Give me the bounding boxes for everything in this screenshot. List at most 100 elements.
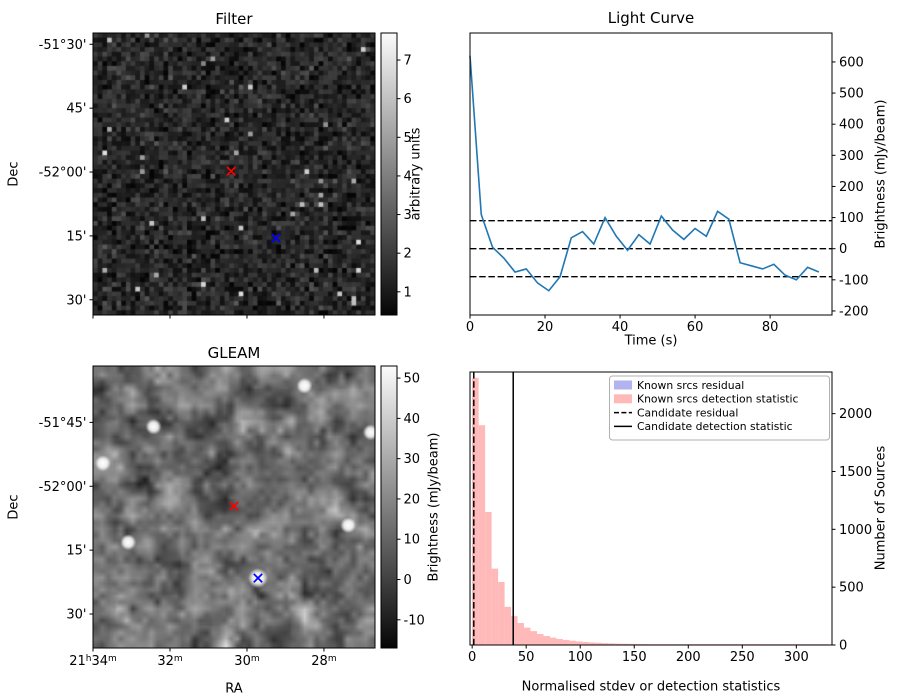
dec-tick-label: -51°30' — [39, 38, 87, 53]
gleam-ylabel: Dec — [6, 494, 22, 520]
detection-stat-histogram-bar — [640, 644, 648, 645]
stat-tick-label: 50 — [518, 650, 535, 665]
detection-stat-histogram-bar — [608, 643, 615, 645]
detection-stat-histogram-bar — [595, 642, 602, 645]
filter-colorbar — [381, 33, 397, 315]
detection-stat-histogram-bar — [725, 644, 732, 645]
gleam-colorbar-tick-label: 30 — [404, 452, 421, 467]
gleam-colorbar-label: Brightness (mJy/beam) — [426, 432, 442, 582]
brightness-tick-label: 0 — [839, 242, 847, 257]
detection-stat-histogram-bar — [472, 377, 479, 645]
time-tick-label: 60 — [687, 320, 704, 335]
legend-label: Known srcs residual — [637, 379, 744, 392]
detection-stat-histogram-bar — [809, 644, 816, 645]
detection-stat-histogram-bar — [776, 644, 784, 645]
detection-stat-histogram-bar — [588, 642, 596, 645]
time-tick-label: 20 — [537, 320, 554, 335]
detection-stat-histogram-bar — [569, 640, 576, 645]
dec-tick-label: 30' — [66, 608, 86, 623]
detection-stat-histogram-bar — [562, 639, 570, 645]
detection-stat-histogram-bar — [634, 643, 641, 645]
detection-stat-histogram-bar — [504, 606, 512, 645]
detection-stat-histogram-bar — [686, 644, 693, 645]
ra-tick-label: 28m — [311, 654, 336, 669]
count-tick-label: 500 — [839, 581, 864, 596]
histogram-ylabel: Number of Sources — [873, 445, 889, 571]
gleam-sky-image — [93, 366, 375, 648]
detection-stat-histogram-bar — [712, 644, 719, 645]
brightness-tick-label: 400 — [839, 118, 864, 133]
detection-stat-histogram-bar — [524, 627, 531, 645]
detection-stat-histogram-bar — [627, 643, 635, 645]
histogram-axes-frame — [469, 371, 833, 646]
detection-stat-histogram-bar — [815, 644, 823, 645]
detection-stat-histogram-bar — [511, 616, 518, 645]
detection-stat-histogram-bar — [718, 644, 726, 645]
time-tick-label: 0 — [466, 320, 474, 335]
filter-ylabel: Dec — [6, 161, 22, 187]
stat-tick-label: 300 — [784, 650, 809, 665]
gleam-colorbar-tick-label: 50 — [404, 372, 421, 387]
detection-stat-histogram-bar — [783, 644, 790, 645]
light-curve-line — [469, 55, 820, 292]
filter-noise-image — [93, 33, 375, 315]
detection-stat-histogram-bar — [536, 634, 544, 645]
gleam-colorbar — [381, 366, 397, 648]
count-tick-label: 2000 — [839, 407, 872, 422]
gleam-xlabel: RA — [225, 681, 243, 697]
gleam-colorbar-tick-label: -10 — [404, 613, 425, 628]
detection-stat-histogram-bar — [491, 568, 499, 645]
filter-colorbar-tick-label: 6 — [404, 92, 412, 107]
dec-tick-label: -52°00' — [39, 166, 87, 181]
gleam-colorbar-tick-label: 0 — [404, 573, 412, 588]
detection-stat-histogram-bar — [737, 644, 745, 645]
legend-label: Candidate detection statistic — [637, 420, 793, 433]
stat-tick-label: 250 — [730, 650, 755, 665]
detection-stat-histogram-bar — [822, 644, 829, 645]
brightness-tick-label: -100 — [839, 273, 869, 288]
detection-stat-histogram-bar — [802, 644, 810, 645]
gleam-title: GLEAM — [207, 344, 261, 362]
ra-tick-label: 21h34m — [69, 654, 117, 669]
detection-stat-histogram-bar — [679, 644, 687, 645]
detection-stat-histogram-bar — [478, 425, 486, 645]
detection-stat-histogram-bar — [692, 644, 700, 645]
brightness-tick-label: 100 — [839, 211, 864, 226]
detection-stat-histogram-bar — [485, 511, 492, 645]
count-tick-label: 1500 — [839, 465, 872, 480]
brightness-tick-label: -200 — [839, 304, 869, 319]
gleam-colorbar-tick-label: 20 — [404, 492, 421, 507]
filter-colorbar-label: arbitrary units — [408, 127, 424, 221]
detection-stat-histogram-bar — [705, 644, 713, 645]
detection-stat-histogram-bar — [498, 581, 505, 645]
filter-title: Filter — [215, 10, 253, 28]
filter-colorbar-tick-label: 7 — [404, 54, 412, 69]
detection-stat-histogram-bar — [549, 637, 557, 645]
stat-tick-label: 200 — [676, 650, 701, 665]
stat-tick-label: 0 — [468, 650, 476, 665]
legend-label: Candidate residual — [637, 406, 738, 419]
gleam-colorbar-tick-label: 40 — [404, 412, 421, 427]
detection-stat-histogram-bar — [763, 644, 771, 645]
filter-colorbar-tick-label: 2 — [404, 247, 412, 262]
detection-stat-histogram-bar — [556, 638, 563, 645]
legend-label: Known srcs detection statistic — [637, 393, 798, 406]
filter-colorbar-tick-label: 1 — [404, 285, 412, 300]
dec-tick-label: -52°00' — [39, 480, 87, 495]
dec-tick-label: 15' — [66, 544, 86, 559]
legend-patch — [614, 394, 632, 404]
detection-stat-histogram-bar — [796, 644, 803, 645]
detection-stat-histogram-bar — [744, 644, 751, 645]
legend-patch — [614, 380, 632, 390]
detection-stat-histogram-bar — [757, 644, 764, 645]
light-curve-title: Light Curve — [607, 9, 695, 27]
residual-histogram-bar — [474, 604, 477, 645]
dec-tick-label: 30' — [66, 293, 86, 308]
brightness-tick-label: 500 — [839, 87, 864, 102]
count-tick-label: 1000 — [839, 523, 872, 538]
detection-stat-histogram-bar — [666, 644, 674, 645]
detection-stat-histogram-bar — [543, 635, 550, 645]
detection-stat-histogram-bar — [660, 644, 667, 645]
detection-stat-histogram-bar — [750, 644, 758, 645]
count-tick-label: 0 — [839, 639, 847, 654]
